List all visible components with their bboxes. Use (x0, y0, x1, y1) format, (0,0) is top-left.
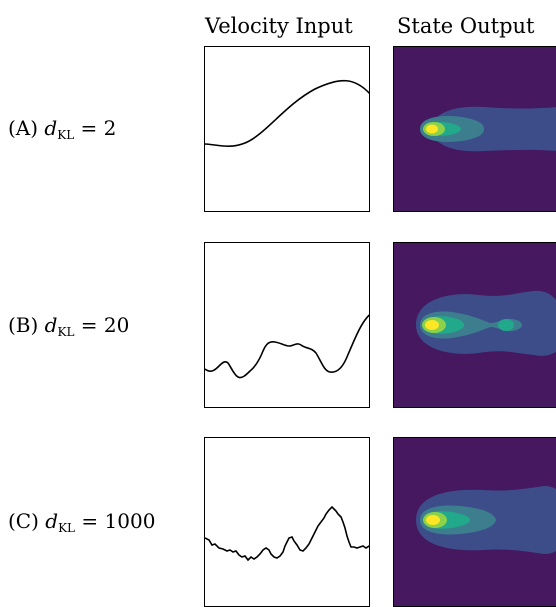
state-contour-b (394, 243, 556, 407)
row-tag: (A) (8, 116, 39, 140)
row-label-c: (C) dKL = 1000 (8, 509, 155, 535)
row-label-a: (A) dKL = 2 (8, 116, 116, 142)
kl-variable: d (44, 116, 58, 140)
kl-value: 20 (103, 313, 130, 337)
row-label-b: (B) dKL = 20 (8, 313, 129, 339)
row-tag: (B) (8, 313, 39, 337)
kl-subscript: KL (57, 128, 75, 142)
state-output-field-b (393, 242, 556, 408)
equals-sign: = (80, 116, 98, 140)
velocity-input-plot-c (204, 437, 370, 607)
state-output-field-a (393, 46, 556, 212)
equals-sign: = (81, 509, 99, 533)
kl-subscript: KL (58, 521, 76, 535)
velocity-curve-a (205, 79, 369, 148)
kl-subscript: KL (57, 325, 75, 339)
state-contour-c (394, 438, 556, 606)
velocity-input-plot-b (204, 242, 370, 408)
kl-value: 1000 (104, 509, 156, 533)
state-contour-a (394, 47, 556, 211)
velocity-curve-c (205, 505, 369, 562)
state-output-header: State Output (397, 14, 535, 38)
equals-sign: = (80, 313, 98, 337)
state-output-field-c (393, 437, 556, 607)
velocity-curve-b (205, 314, 369, 379)
kl-value: 2 (103, 116, 117, 140)
kl-variable: d (45, 509, 59, 533)
velocity-input-header: Velocity Input (205, 14, 353, 38)
row-tag: (C) (8, 509, 39, 533)
kl-variable: d (44, 313, 58, 337)
velocity-input-plot-a (204, 46, 370, 212)
